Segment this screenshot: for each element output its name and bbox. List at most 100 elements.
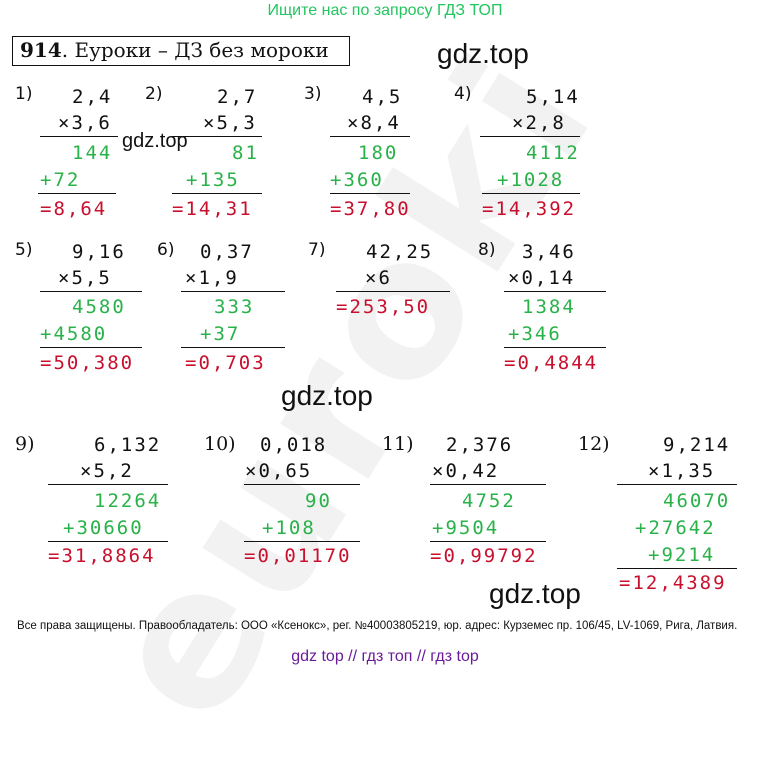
multiplication-line (40, 291, 142, 292)
sum-line (482, 193, 580, 194)
sum-line (504, 347, 606, 348)
multiplication-line (330, 136, 410, 137)
partial-product: +4580 (40, 323, 108, 345)
sum-line (181, 347, 285, 348)
multiplication-line (430, 484, 546, 485)
partial-product: 333 (214, 296, 255, 318)
problem-number: 3) (304, 84, 322, 104)
partial-product: 4752 (462, 490, 516, 512)
watermark-text: gdz.top (489, 578, 581, 609)
multiplication-line (336, 291, 450, 292)
multiplicand: 5,14 (526, 86, 580, 108)
multiplicand: 9,16 (72, 241, 126, 263)
partial-product: +9504 (432, 517, 500, 539)
multiplicand: 3,46 (522, 241, 576, 263)
result: =253,50 (336, 296, 431, 318)
partial-product: +27642 (635, 517, 716, 539)
link-gdz-top-ru[interactable]: гдз топ (361, 648, 413, 665)
link-separator: // (348, 648, 358, 665)
problem-number: 4) (454, 84, 472, 104)
multiplicand: 2,376 (446, 434, 514, 456)
partial-product: +360 (330, 169, 384, 191)
multiplier: ×5,2 (80, 460, 134, 482)
multiplication-line (40, 136, 118, 137)
watermark-text: gdz.top (437, 38, 529, 69)
multiplication-line (172, 136, 262, 137)
partial-product: 4112 (526, 142, 580, 164)
link-gdz-top-mixed[interactable]: гдз top (430, 648, 479, 665)
multiplicand: 2,7 (217, 86, 258, 108)
multiplicand: 4,5 (362, 86, 403, 108)
multiplication-line (617, 484, 737, 485)
multiplier: ×5,3 (203, 112, 257, 134)
multiplier: ×0,65 (245, 460, 313, 482)
multiplication-line (244, 484, 360, 485)
sum-line (38, 193, 116, 194)
sum-line (48, 541, 168, 542)
multiplication-line (480, 136, 580, 137)
multiplication-line (48, 484, 168, 485)
partial-product: +346 (508, 323, 562, 345)
multiplicand: 0,018 (260, 434, 328, 456)
result: =37,80 (330, 198, 411, 220)
problem-number: 2) (145, 84, 163, 104)
multiplier: ×2,8 (512, 112, 566, 134)
multiplier: ×3,6 (58, 112, 112, 134)
sum-line (330, 193, 410, 194)
multiplier: ×6 (365, 267, 392, 289)
partial-product: +30660 (63, 517, 144, 539)
problem-number: 1) (15, 84, 33, 104)
result: =8,64 (40, 198, 108, 220)
problem-number: 6) (157, 240, 175, 260)
multiplicand: 2,4 (72, 86, 113, 108)
problem-number: 9) (15, 433, 35, 455)
page-title: 914. Еуроки – ДЗ без мороки (12, 36, 350, 66)
problem-number: 11) (382, 433, 414, 455)
sum-line (40, 347, 142, 348)
result: =14,392 (482, 198, 577, 220)
multiplication-line (504, 291, 606, 292)
multiplicand: 6,132 (94, 434, 162, 456)
partial-product: 1384 (522, 296, 576, 318)
partial-product: +1028 (497, 169, 565, 191)
result: =31,8864 (48, 545, 156, 567)
partial-product: 46070 (663, 490, 731, 512)
problem-number: 8) (478, 240, 496, 260)
partial-product: +9214 (648, 544, 716, 566)
result: =0,4844 (504, 352, 599, 374)
watermark-text: gdz.top (122, 130, 188, 152)
result: =50,380 (40, 352, 135, 374)
problem-number: 12) (578, 433, 610, 455)
partial-product: +72 (40, 169, 81, 191)
problem-number: 10) (204, 433, 236, 455)
sum-line (244, 541, 360, 542)
sum-line (172, 193, 262, 194)
partial-product: 81 (232, 142, 259, 164)
top-banner[interactable]: Ищите нас по запросу ГДЗ ТОП (267, 2, 503, 19)
result: =0,703 (185, 352, 266, 374)
copyright-footer: Все права защищены. Правообладатель: ООО… (17, 620, 738, 632)
partial-product: +37 (200, 323, 241, 345)
multiplier: ×1,9 (185, 267, 239, 289)
watermark-text: gdz.top (281, 380, 373, 411)
partial-product: 4580 (72, 296, 126, 318)
sum-line (430, 541, 546, 542)
multiplicand: 9,214 (663, 434, 731, 456)
multiplier: ×0,14 (508, 267, 576, 289)
sum-line (617, 568, 737, 569)
multiplier: ×0,42 (432, 460, 500, 482)
link-separator: // (416, 648, 426, 665)
partial-product: 180 (358, 142, 399, 164)
multiplier: ×1,35 (648, 460, 716, 482)
result: =0,99792 (430, 545, 538, 567)
problem-number: 7) (308, 240, 326, 260)
partial-product: +108 (262, 517, 316, 539)
partial-product: 144 (72, 142, 113, 164)
multiplicand: 0,37 (200, 241, 254, 263)
result: =12,4389 (619, 572, 727, 594)
partial-product: 12264 (94, 490, 162, 512)
title-text: . Еуроки – ДЗ без мороки (61, 38, 329, 62)
link-gdz-top[interactable]: gdz top (291, 648, 344, 665)
multiplier: ×5,5 (58, 267, 112, 289)
result: =0,01170 (244, 545, 352, 567)
